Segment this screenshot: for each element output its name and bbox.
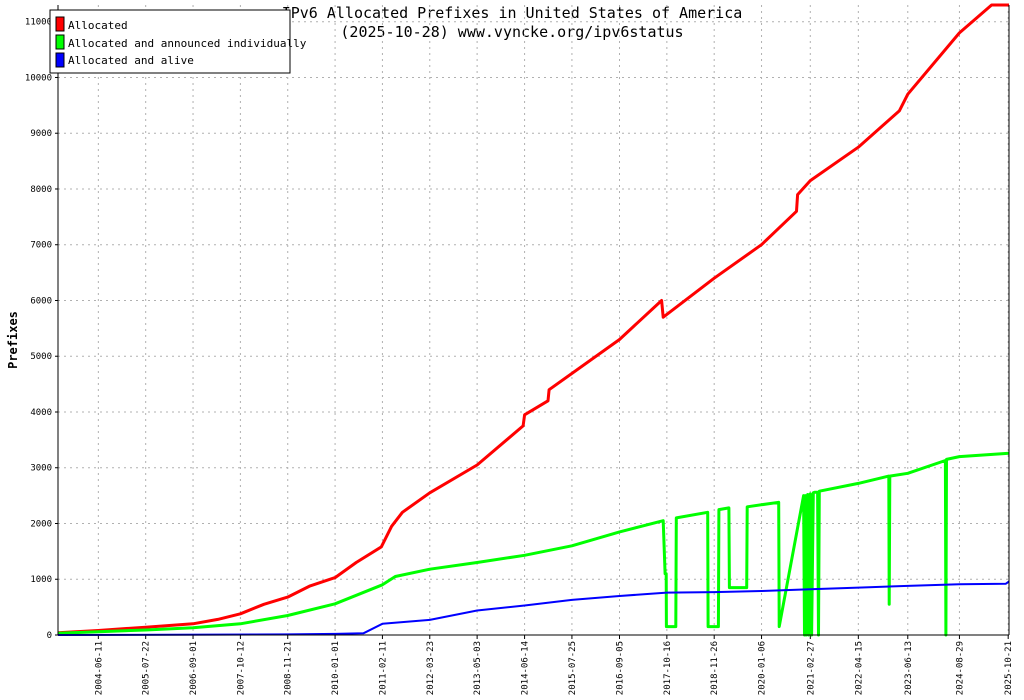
x-tick-label-19: 2025-10-21 (1004, 641, 1014, 695)
x-tick-label-3: 2007-10-12 (236, 641, 246, 695)
y-tick-label-9: 9000 (30, 129, 52, 139)
y-tick-label-11: 11000 (25, 18, 52, 28)
series-line-alive (57, 580, 1010, 636)
x-tick-label-10: 2015-07-25 (568, 641, 578, 695)
x-axis-ticks: 2004-06-11 2005-07-22 2006-09-01 2007-10-12… (94, 635, 1014, 695)
chart-title: IPv6 Allocated Prefixes in United States… (282, 4, 743, 22)
x-tick-label-4: 2008-11-21 (284, 641, 294, 695)
legend-item-alive: Allocated and alive (55, 52, 194, 68)
legend-swatch-alive (55, 52, 65, 68)
legend-swatch-allocated (55, 16, 65, 32)
x-tick-label-16: 2022-04-15 (854, 641, 864, 695)
y-tick-label-8: 8000 (30, 185, 52, 195)
x-tick-label-15: 2021-02-27 (806, 641, 816, 695)
legend-label-alive: Allocated and alive (68, 54, 194, 67)
y-axis-label: Prefixes (6, 311, 20, 369)
x-tick-label-1: 2005-07-22 (142, 641, 152, 695)
y-tick-label-0: 0 (47, 631, 52, 641)
y-tick-label-4: 4000 (30, 408, 52, 418)
y-tick-label-3: 3000 (30, 464, 52, 474)
series-lines (57, 3, 1010, 637)
y-tick-label-7: 7000 (30, 241, 52, 251)
x-tick-label-14: 2020-01-06 (758, 641, 768, 695)
series-line-allocated (57, 3, 1009, 635)
x-tick-label-0: 2004-06-11 (94, 641, 104, 695)
legend-label-announced: Allocated and announced individually (68, 37, 307, 50)
legend: Allocated Allocated and announced indivi… (49, 9, 307, 74)
x-tick-label-18: 2024-08-29 (955, 641, 965, 695)
x-tick-label-5: 2010-01-01 (331, 641, 341, 695)
x-tick-label-6: 2011-02-11 (378, 641, 388, 695)
x-tick-label-9: 2014-06-14 (521, 641, 531, 695)
x-tick-label-12: 2017-10-16 (663, 641, 673, 695)
y-tick-label-10: 10000 (25, 73, 52, 83)
gridlines (58, 5, 1009, 635)
legend-box (49, 9, 291, 74)
legend-item-announced: Allocated and announced individually (55, 34, 307, 50)
y-tick-label-5: 5000 (30, 352, 52, 362)
x-tick-label-8: 2013-05-03 (473, 641, 483, 695)
y-tick-label-2: 2000 (30, 519, 52, 529)
axes (57, 5, 1010, 636)
legend-swatch-announced (55, 34, 65, 50)
x-tick-label-11: 2016-09-05 (616, 641, 626, 695)
y-tick-label-6: 6000 (30, 296, 52, 306)
x-tick-label-17: 2023-06-13 (904, 641, 914, 695)
x-tick-label-13: 2018-11-26 (710, 641, 720, 695)
chart-subtitle: (2025-10-28) www.vyncke.org/ipv6status (340, 23, 683, 41)
series-line-announced (57, 451, 1010, 637)
y-tick-label-1: 1000 (30, 575, 52, 585)
y-axis-ticks: 0 1000 2000 3000 4000 5000 6000 7000 8000 9000 100… (25, 18, 58, 641)
x-tick-label-2: 2006-09-01 (189, 641, 199, 695)
legend-label-allocated: Allocated (68, 19, 128, 32)
legend-item-allocated: Allocated (55, 16, 128, 32)
x-tick-label-7: 2012-03-23 (426, 641, 436, 695)
